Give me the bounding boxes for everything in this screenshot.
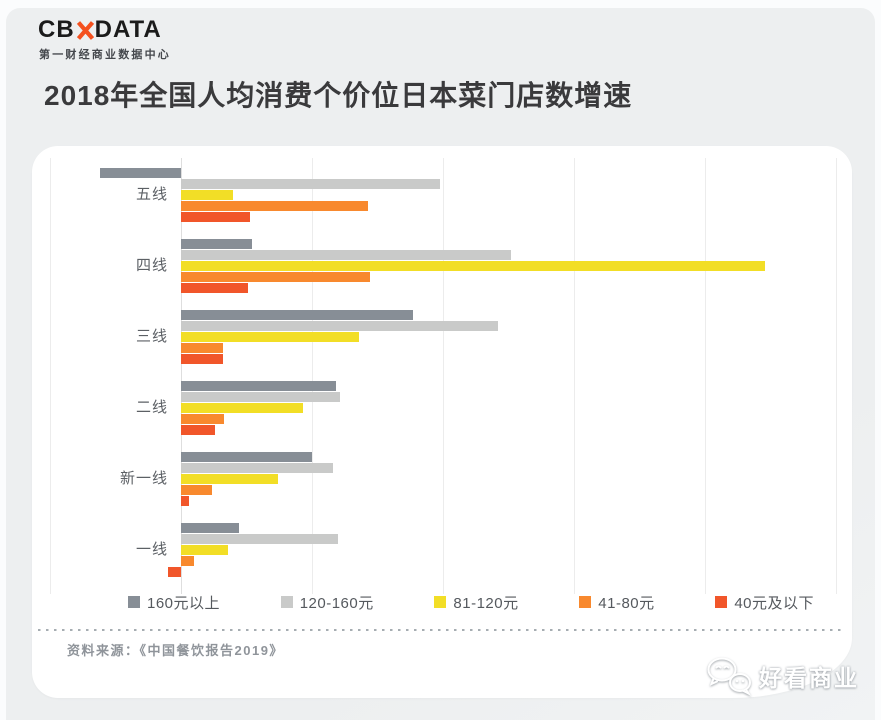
bar — [181, 321, 499, 331]
bar — [181, 212, 251, 222]
gridline — [705, 158, 706, 594]
legend-label: 120-160元 — [299, 594, 374, 612]
gridline — [312, 158, 313, 594]
gridline — [443, 158, 444, 594]
bar — [181, 272, 370, 282]
chart-card: 五线四线三线二线新一线一线 160元以上 120-160元 81-120元 41-80… — [32, 146, 852, 698]
legend-swatch — [280, 596, 293, 608]
logo-n-icon — [76, 20, 94, 40]
bar — [167, 567, 181, 577]
bar — [181, 332, 360, 342]
bar — [181, 239, 252, 249]
legend-swatch — [128, 596, 140, 608]
bar — [181, 474, 278, 484]
legend-swatch — [715, 596, 728, 608]
gridline — [574, 158, 575, 594]
bar — [181, 452, 312, 462]
logo-subtitle: 第一财经商业数据中心 — [39, 49, 171, 61]
legend-label: 40元及以下 — [734, 594, 814, 612]
category-label: 五线 — [135, 186, 168, 203]
bar — [181, 485, 213, 495]
source-note: 资料来源：《中国餐饮报告2019》 — [67, 643, 284, 658]
bar — [181, 403, 303, 413]
bar — [181, 425, 216, 435]
bar — [181, 381, 336, 391]
legend-item: 160元以上 — [128, 592, 220, 613]
bar — [181, 201, 369, 211]
legend-item: 81-120元 — [434, 592, 518, 613]
page-title: 2018年全国人均消费个价位日本菜门店数增速 — [44, 80, 633, 111]
legend-item: 120-160元 — [280, 592, 374, 613]
dashed-divider — [38, 629, 846, 631]
category-label: 一线 — [135, 541, 168, 558]
legend-label: 81-120元 — [453, 594, 519, 612]
bar — [181, 392, 340, 402]
bar — [181, 354, 223, 364]
bar — [181, 556, 195, 566]
bar — [181, 190, 234, 200]
watermark: 好看商业 — [706, 656, 859, 696]
value-axis-line — [181, 158, 182, 594]
logo-prefix: CB — [38, 16, 75, 43]
bar — [181, 261, 766, 271]
logo-suffix: DATA — [94, 16, 162, 43]
bar — [181, 283, 248, 293]
bar — [181, 179, 441, 189]
bar — [181, 310, 413, 320]
bar — [181, 414, 225, 424]
legend-label: 41-80元 — [598, 594, 655, 612]
bar — [181, 496, 189, 506]
bar — [181, 545, 229, 555]
plot-area — [50, 158, 837, 594]
legend-item: 41-80元 — [579, 592, 654, 613]
bar — [181, 534, 339, 544]
bar — [181, 250, 512, 260]
gridline — [50, 158, 51, 594]
category-label: 三线 — [135, 328, 168, 345]
legend-swatch — [579, 596, 592, 608]
category-label: 新一线 — [119, 470, 168, 487]
cbndata-logo: CB DATA — [38, 16, 162, 44]
watermark-label: 好看商业 — [759, 665, 859, 691]
legend-item: 40元及以下 — [715, 592, 814, 613]
legend-label: 160元以上 — [147, 594, 221, 612]
bar — [99, 168, 181, 178]
category-label: 四线 — [135, 257, 168, 274]
legend: 160元以上 120-160元 81-120元 41-80元 40元及以下 — [128, 592, 814, 612]
bar — [181, 463, 333, 473]
wechat-icon — [707, 657, 752, 696]
legend-swatch — [434, 596, 447, 608]
bar — [181, 343, 223, 353]
category-label: 二线 — [135, 399, 168, 416]
bar — [181, 523, 239, 533]
gridline — [836, 158, 837, 594]
